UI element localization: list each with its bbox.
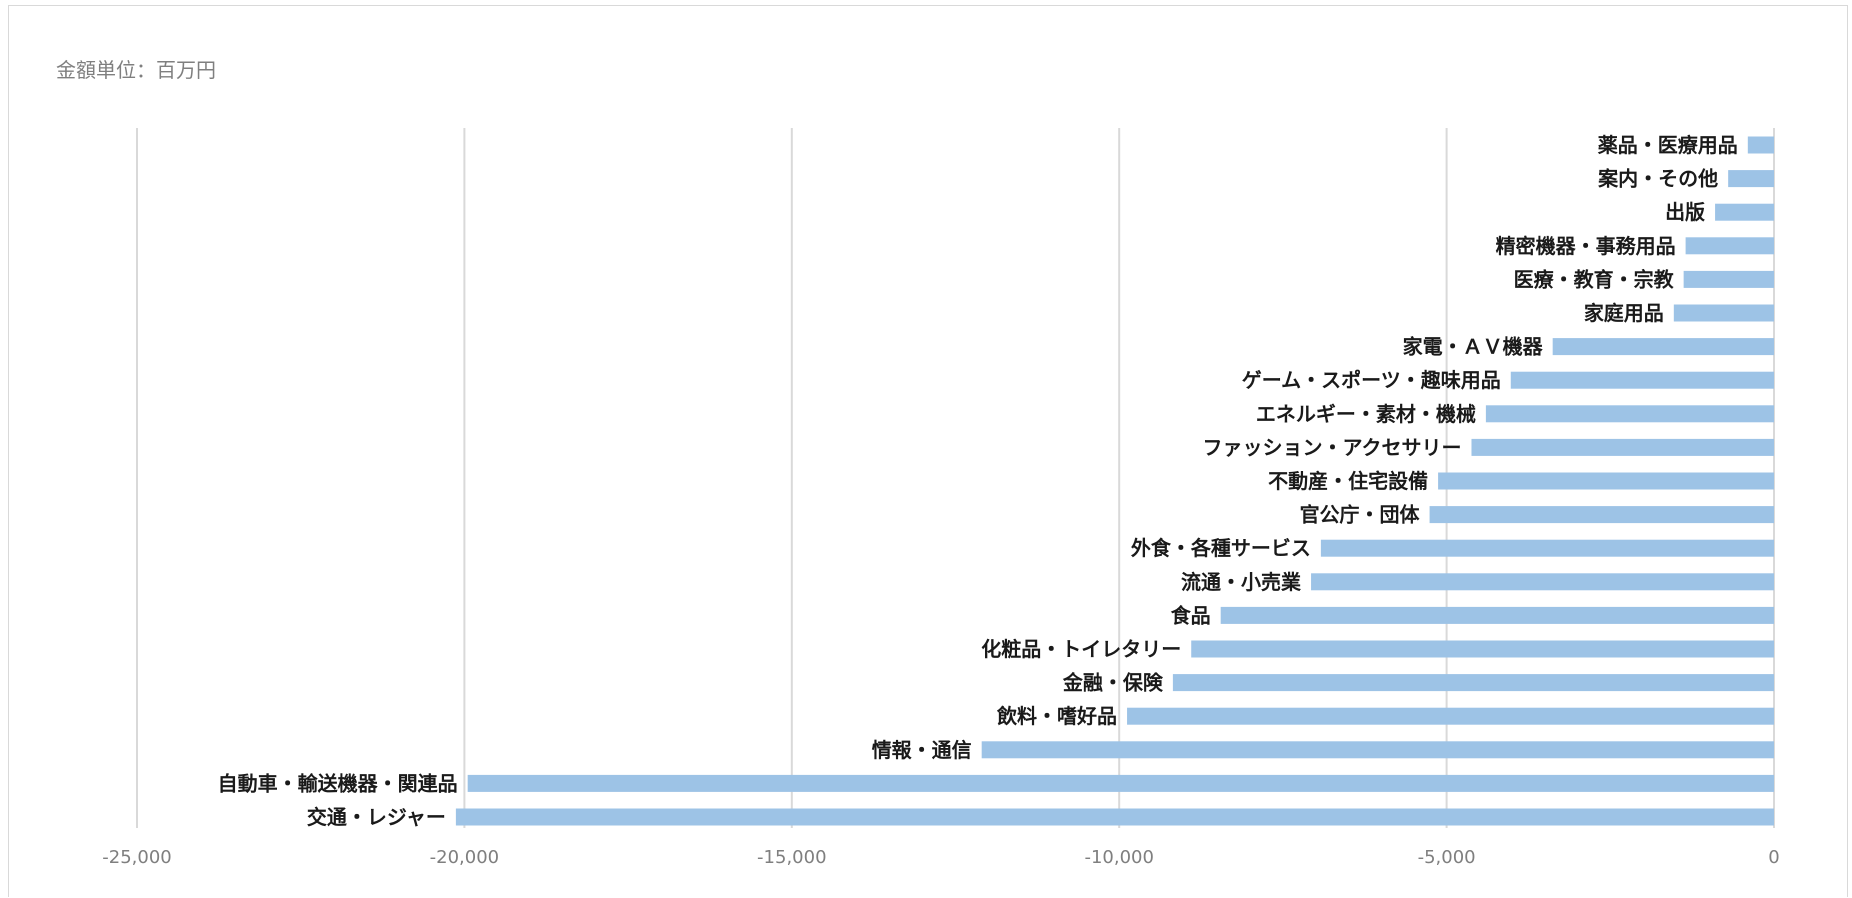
category-label: ゲーム・スポーツ・趣味用品	[1242, 368, 1501, 392]
x-tick-label: -15,000	[757, 847, 826, 868]
category-label: 不動産・住宅設備	[1268, 469, 1428, 493]
bar	[1429, 506, 1774, 524]
bar	[1172, 674, 1774, 692]
category-label: 食品	[1171, 603, 1211, 627]
category-label: 飲料・嗜好品	[996, 704, 1117, 728]
category-label: 外食・各種サービス	[1131, 536, 1311, 560]
category-label: 流通・小売業	[1181, 570, 1302, 594]
bar	[1715, 203, 1774, 221]
category-labels: 薬品・医療用品案内・その他出版精密機器・事務用品医療・教育・宗教家庭用品家電・Ａ…	[218, 133, 1738, 829]
bar	[467, 774, 1774, 792]
x-tick-label: -20,000	[430, 847, 499, 868]
bar	[1510, 371, 1774, 389]
category-label: 交通・レジャー	[307, 805, 446, 829]
category-label: 家電・ＡＶ機器	[1403, 335, 1544, 359]
category-label: 薬品・医療用品	[1598, 133, 1738, 157]
bars	[455, 136, 1775, 826]
bar	[1747, 136, 1774, 154]
x-axis-ticks: -25,000 -20,000 -15,000 -10,000 -5,000 0	[102, 847, 1779, 868]
x-tick-label: -5,000	[1418, 847, 1476, 868]
category-label: 官公庁・団体	[1300, 503, 1421, 527]
bar	[1320, 539, 1774, 557]
x-tick-label: -10,000	[1084, 847, 1153, 868]
bar	[1728, 170, 1774, 188]
bar	[981, 741, 1774, 759]
category-label: 金融・保険	[1062, 671, 1164, 695]
chart-frame: 金額単位：百万円 薬品・医療用品 案内・その他出版精密機器・事務用品医療・教育・宗…	[8, 5, 1848, 897]
category-label: 医療・教育・宗教	[1514, 267, 1675, 291]
bar	[1673, 304, 1774, 322]
category-label: 化粧品・トイレタリー	[981, 637, 1181, 661]
bar	[455, 808, 1775, 826]
bar	[1311, 573, 1774, 591]
category-label: 精密機器・事務用品	[1496, 234, 1676, 258]
category-label: 家庭用品	[1584, 301, 1664, 325]
category-label: ファッション・アクセサリー	[1202, 435, 1461, 459]
bar	[1220, 606, 1774, 624]
bar	[1683, 270, 1774, 288]
x-tick-label: -25,000	[102, 847, 171, 868]
bar	[1471, 438, 1774, 456]
bar	[1685, 237, 1774, 255]
category-label: 情報・通信	[872, 738, 972, 762]
category-label: 自動車・輸送機器・関連品	[218, 771, 458, 795]
x-tick-label: 0	[1768, 847, 1779, 868]
unit-note: 金額単位：百万円	[56, 58, 216, 82]
bar	[1485, 405, 1774, 423]
bar	[1552, 338, 1774, 356]
bar	[1438, 472, 1774, 490]
bar	[1127, 707, 1774, 725]
bar	[1191, 640, 1774, 658]
bar-chart: 薬品・医療用品案内・その他出版精密機器・事務用品医療・教育・宗教家庭用品家電・Ａ…	[102, 128, 1780, 868]
category-label: 案内・その他	[1597, 167, 1718, 191]
category-label: エネルギー・素材・機械	[1256, 402, 1476, 426]
category-label: 出版	[1665, 200, 1705, 224]
